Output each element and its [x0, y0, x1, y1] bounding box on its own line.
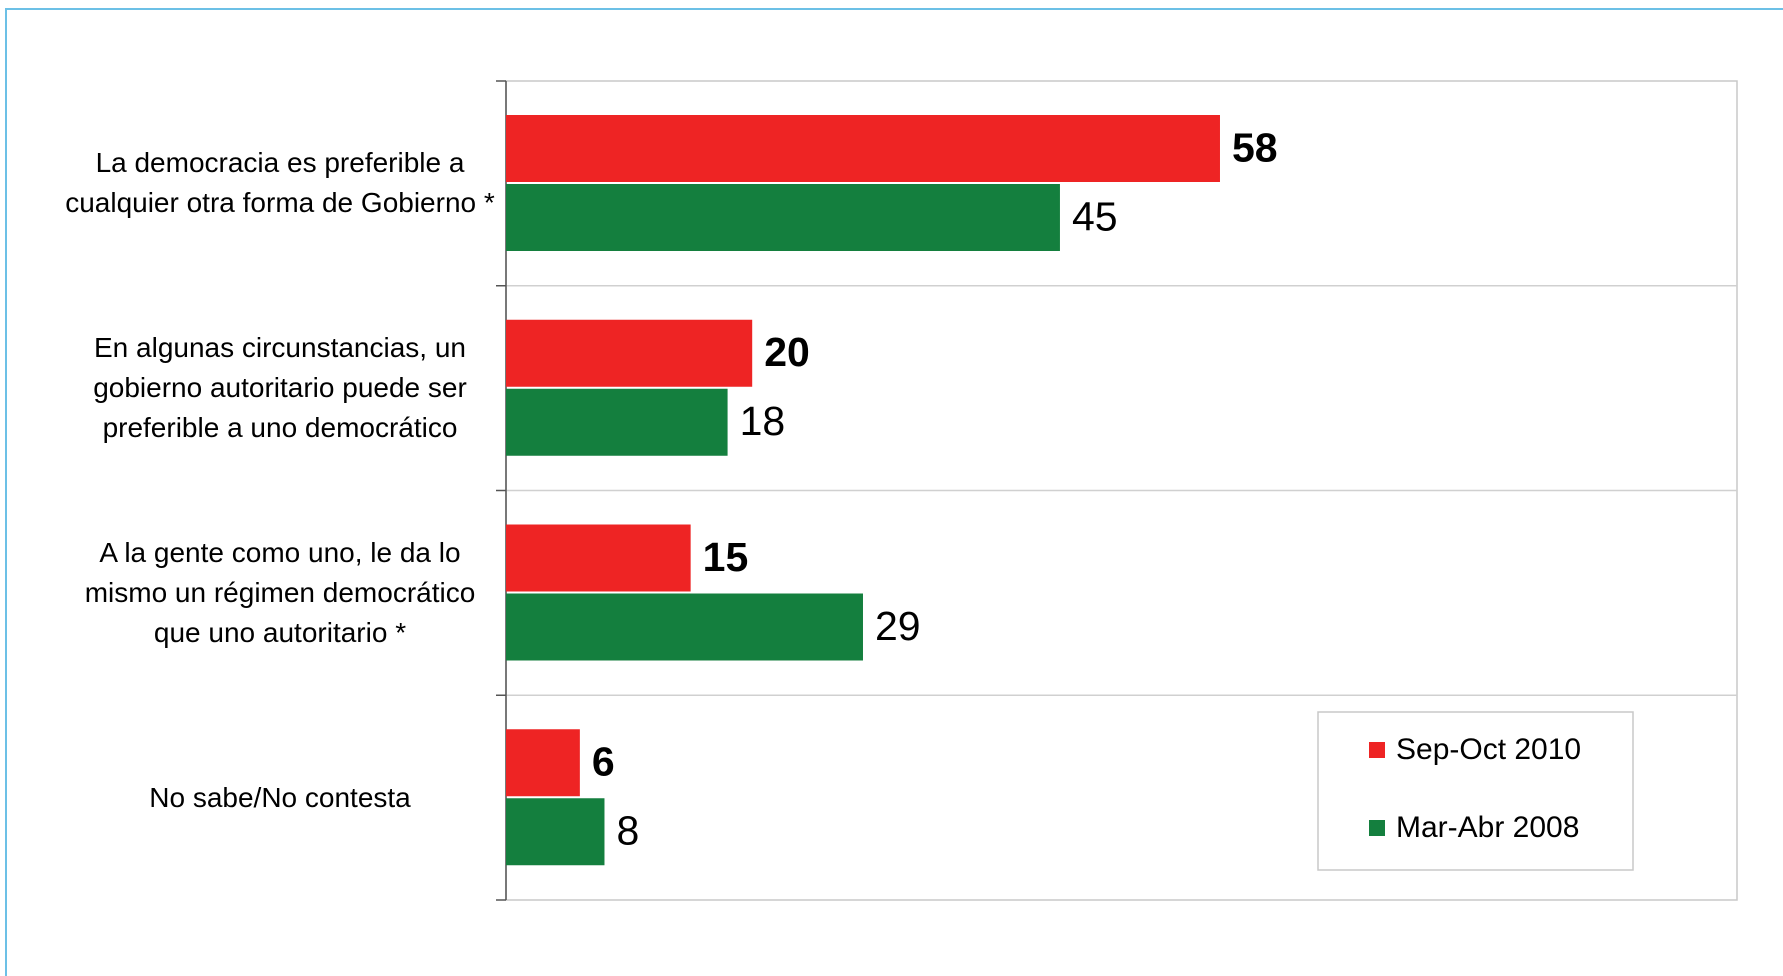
bar: [506, 729, 580, 797]
legend-box: [1317, 711, 1634, 871]
bar: [506, 593, 863, 661]
frame: [5, 8, 1783, 976]
value-label: 18: [740, 398, 786, 444]
legend-label: Sep-Oct 2010: [1396, 733, 1581, 766]
bar: [506, 184, 1060, 251]
value-label: 45: [1072, 193, 1118, 239]
value-label: 20: [764, 329, 810, 375]
category-label: A la gente como uno, le da lo mismo un r…: [84, 536, 476, 648]
legend-swatch: [1369, 820, 1385, 836]
value-label: 29: [875, 603, 921, 649]
category-label: La democracia es preferible a cualquier …: [65, 147, 495, 219]
bar: [506, 319, 753, 387]
value-label: 15: [703, 534, 749, 580]
bar: [506, 388, 728, 456]
category-label: En algunas circunstancias, un gobierno a…: [93, 332, 467, 444]
bar: [506, 524, 691, 592]
value-label: 58: [1232, 124, 1278, 170]
legend-label: Mar-Abr 2008: [1396, 811, 1579, 844]
value-label: 8: [616, 808, 639, 854]
bar: [506, 115, 1220, 182]
bar: [506, 798, 605, 866]
category-label: No sabe/No contesta: [149, 781, 411, 813]
legend-swatch: [1369, 742, 1385, 758]
value-label: 6: [592, 739, 615, 785]
